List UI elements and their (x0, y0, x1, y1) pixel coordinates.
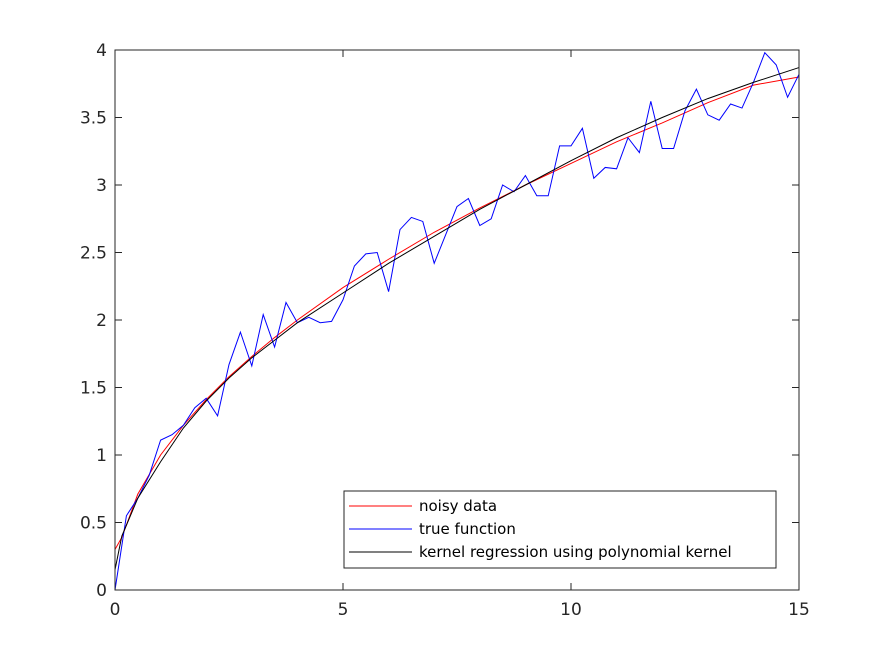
x-tick-label-1: 5 (338, 600, 349, 620)
legend: noisy data true function kernel regression… (343, 490, 777, 569)
y-tick-label-3: 1.5 (80, 379, 107, 399)
x-tick-label-2: 10 (560, 600, 582, 620)
legend-box (343, 490, 777, 569)
y-tick-label-8: 4 (96, 41, 107, 61)
series-line-0 (114, 76, 800, 550)
legend-label-1: true function (419, 520, 516, 538)
series-line-2 (114, 67, 800, 570)
y-tick-label-7: 3.5 (80, 109, 107, 129)
axes-layer: 0 5 10 15 0 0.5 1 1.5 2 2.5 3 3.5 4 (80, 41, 810, 620)
series-line-1 (114, 51, 800, 591)
y-tick-label-0: 0 (96, 581, 107, 601)
y-tick-label-4: 2 (96, 311, 107, 331)
y-tick-label-2: 1 (96, 446, 107, 466)
y-tick-label-1: 0.5 (80, 514, 107, 534)
x-tick-label-0: 0 (110, 600, 121, 620)
y-tick-label-5: 2.5 (80, 244, 107, 264)
x-tick-label-3: 15 (788, 600, 810, 620)
series-layer (114, 51, 800, 591)
legend-label-0: noisy data (419, 497, 497, 515)
y-tick-label-6: 3 (96, 176, 107, 196)
legend-label-2: kernel regression using polynomial kerne… (419, 543, 732, 561)
